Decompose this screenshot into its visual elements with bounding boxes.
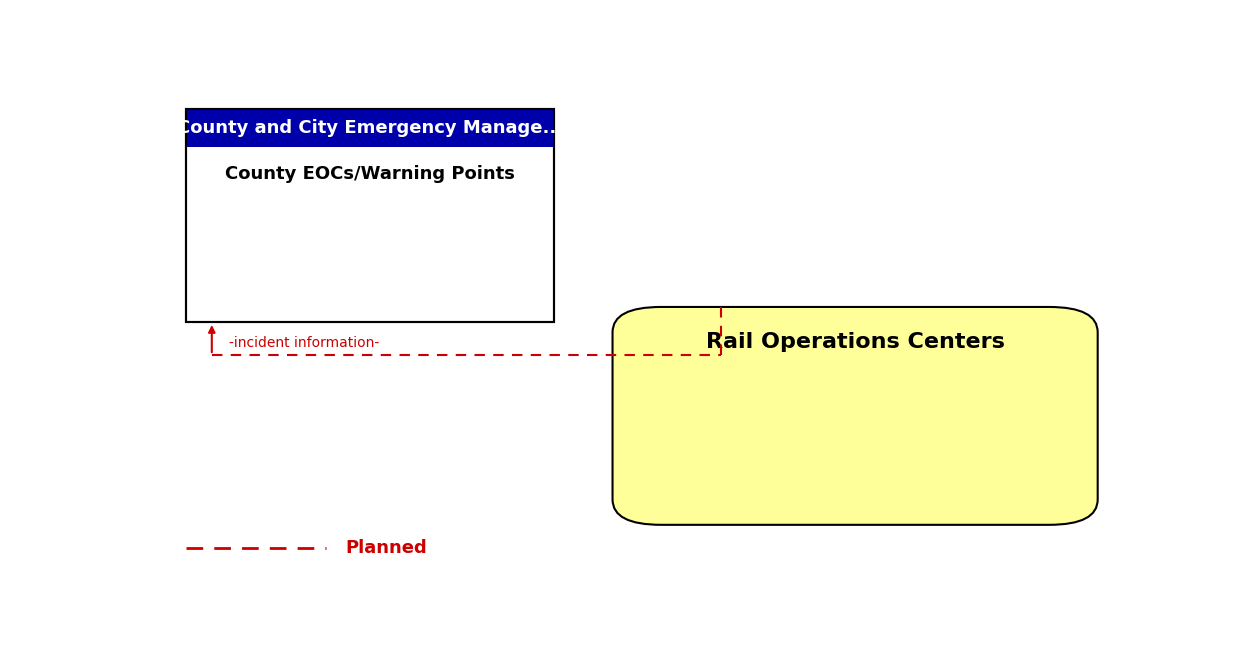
Text: County and City Emergency Manage...: County and City Emergency Manage...: [177, 119, 563, 138]
FancyBboxPatch shape: [185, 109, 555, 322]
Text: Planned: Planned: [346, 539, 427, 557]
Text: Rail Operations Centers: Rail Operations Centers: [706, 332, 1004, 352]
Text: County EOCs/Warning Points: County EOCs/Warning Points: [225, 165, 515, 183]
FancyBboxPatch shape: [185, 109, 555, 147]
Text: -incident information-: -incident information-: [229, 336, 379, 350]
FancyBboxPatch shape: [612, 307, 1098, 525]
